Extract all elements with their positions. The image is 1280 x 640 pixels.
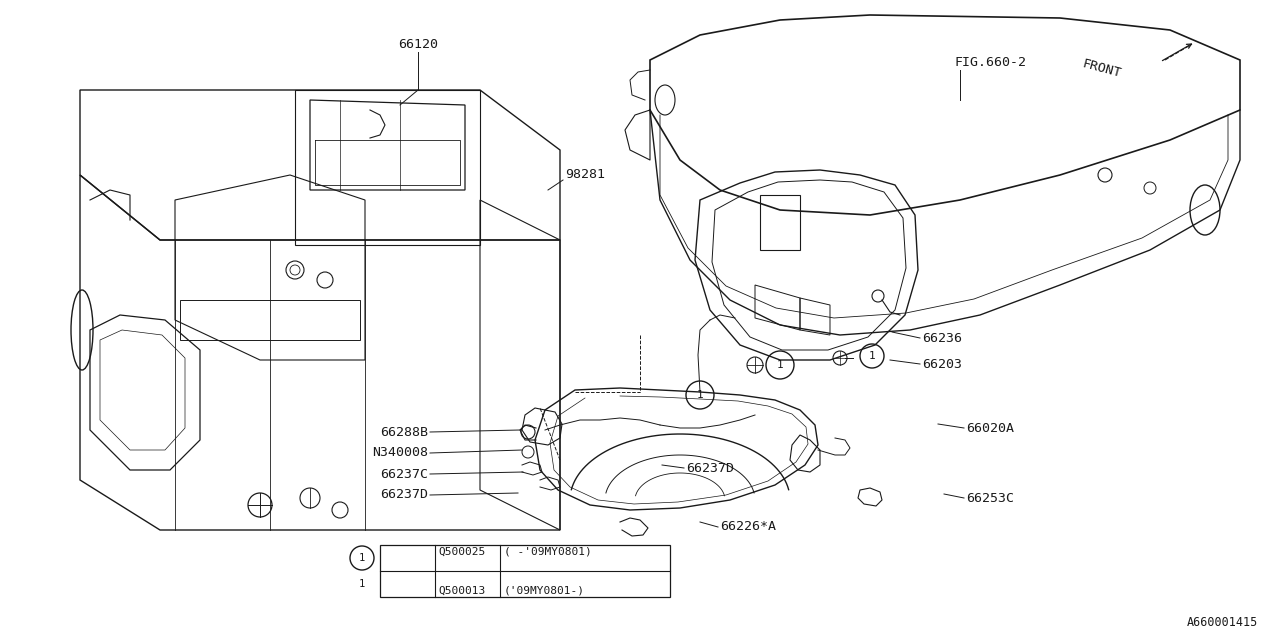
Bar [760,195,800,250]
Text: 1: 1 [696,390,704,400]
Text: 66236: 66236 [922,332,963,344]
Text: 66203: 66203 [922,358,963,371]
Text: 66237D: 66237D [380,488,428,502]
Text: Q500025: Q500025 [438,547,485,557]
Text: ( -'09MY0801): ( -'09MY0801) [504,547,591,557]
Text: ('09MY0801-): ('09MY0801-) [504,586,585,595]
Text: 66120: 66120 [398,38,438,51]
Text: FRONT: FRONT [1080,58,1123,81]
Text: 66226*A: 66226*A [719,520,776,534]
Text: N340008: N340008 [372,447,428,460]
Text: Q500013: Q500013 [438,586,485,595]
Bar [380,545,669,597]
Text: 98281: 98281 [564,168,605,182]
Text: 66020A: 66020A [966,422,1014,435]
Text: 1: 1 [777,360,783,370]
Text: 66237D: 66237D [686,461,733,474]
Text: FIG.660-2: FIG.660-2 [954,56,1027,68]
Text: 1: 1 [358,579,365,589]
Text: 1: 1 [358,553,365,563]
Text: 66253C: 66253C [966,492,1014,504]
Text: 1: 1 [869,351,876,361]
Text: A660001415: A660001415 [1187,616,1258,628]
Text: 66288B: 66288B [380,426,428,438]
Text: 66237C: 66237C [380,467,428,481]
